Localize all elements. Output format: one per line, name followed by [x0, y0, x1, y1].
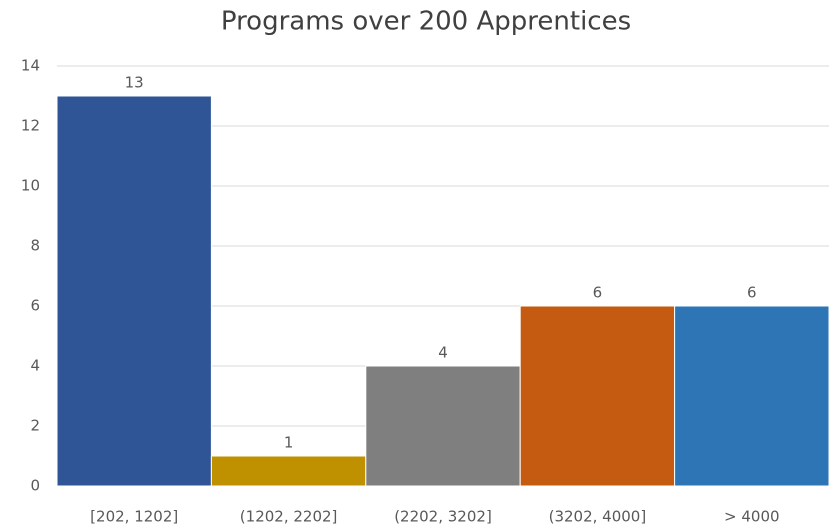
y-tick-label: 8	[30, 237, 40, 255]
bar	[519, 305, 676, 487]
data-label: 1	[284, 434, 294, 452]
y-tick-label: 14	[21, 57, 40, 75]
data-label: 6	[593, 284, 603, 302]
bar	[56, 95, 212, 487]
bar	[674, 305, 830, 487]
data-label: 13	[125, 74, 144, 92]
y-tick-label: 6	[30, 297, 40, 315]
chart-title: Programs over 200 Apprentices	[221, 7, 631, 37]
bar	[365, 365, 521, 487]
x-tick-label: (1202, 2202]	[240, 508, 338, 526]
y-tick-label: 4	[30, 357, 40, 375]
x-tick-label: > 4000	[724, 508, 780, 526]
bar	[210, 455, 367, 487]
y-tick-label: 12	[21, 117, 40, 135]
y-tick-label: 2	[30, 417, 40, 435]
y-tick-label: 10	[21, 177, 40, 195]
data-label: 6	[747, 284, 757, 302]
data-label: 4	[438, 344, 448, 362]
x-tick-label: (2202, 3202]	[394, 508, 492, 526]
x-tick-label: (3202, 4000]	[549, 508, 647, 526]
y-tick-label: 0	[30, 477, 40, 495]
x-tick-label: [202, 1202]	[90, 508, 178, 526]
